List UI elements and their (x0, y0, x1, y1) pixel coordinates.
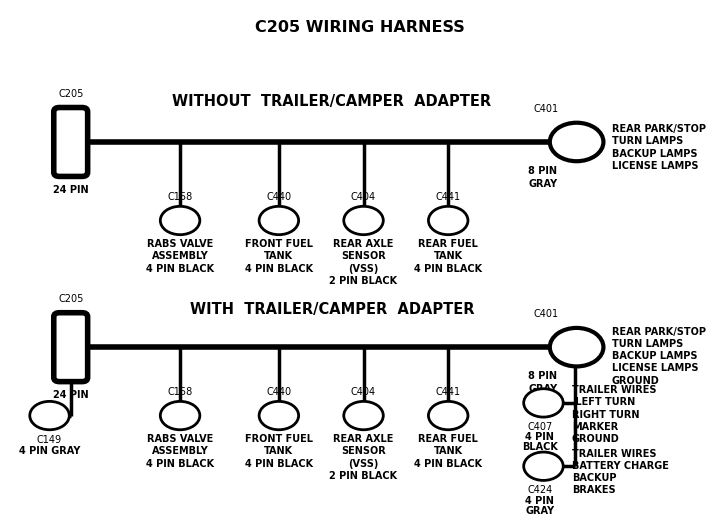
Text: C424: C424 (527, 485, 552, 495)
Circle shape (161, 401, 200, 430)
Text: BATTERY CHARGE: BATTERY CHARGE (572, 461, 669, 470)
Circle shape (259, 401, 299, 430)
Text: FRONT FUEL
TANK
4 PIN BLACK: FRONT FUEL TANK 4 PIN BLACK (245, 434, 313, 468)
Text: TRAILER WIRES: TRAILER WIRES (572, 385, 656, 395)
Text: TURN LAMPS: TURN LAMPS (612, 136, 683, 146)
Text: BACKUP LAMPS: BACKUP LAMPS (612, 148, 698, 159)
Text: C404: C404 (351, 387, 376, 398)
Text: C407: C407 (527, 422, 552, 432)
Circle shape (523, 452, 563, 480)
Text: REAR PARK/STOP: REAR PARK/STOP (612, 327, 706, 337)
Circle shape (343, 206, 383, 235)
Text: 4 PIN: 4 PIN (526, 496, 554, 506)
Circle shape (428, 401, 468, 430)
Circle shape (550, 328, 603, 367)
Circle shape (523, 389, 563, 417)
Text: WITH  TRAILER/CAMPER  ADAPTER: WITH TRAILER/CAMPER ADAPTER (189, 301, 474, 317)
Text: 8 PIN: 8 PIN (528, 166, 557, 176)
Text: TRAILER WIRES: TRAILER WIRES (572, 449, 656, 459)
Text: 4 PIN GRAY: 4 PIN GRAY (19, 446, 80, 456)
Text: C205: C205 (58, 294, 84, 304)
Circle shape (161, 206, 200, 235)
Text: C205: C205 (58, 89, 84, 99)
Circle shape (550, 123, 603, 161)
Text: FRONT FUEL
TANK
4 PIN BLACK: FRONT FUEL TANK 4 PIN BLACK (245, 239, 313, 273)
Circle shape (428, 206, 468, 235)
Text: RIGHT TURN: RIGHT TURN (572, 409, 639, 420)
Circle shape (343, 401, 383, 430)
Text: GRAY: GRAY (526, 506, 554, 516)
Circle shape (30, 401, 69, 430)
Text: REAR FUEL
TANK
4 PIN BLACK: REAR FUEL TANK 4 PIN BLACK (414, 239, 482, 273)
Text: REAR PARK/STOP: REAR PARK/STOP (612, 124, 706, 134)
Text: C149: C149 (37, 435, 62, 445)
Text: 4 PIN: 4 PIN (526, 432, 554, 442)
Text: REAR AXLE
SENSOR
(VSS)
2 PIN BLACK: REAR AXLE SENSOR (VSS) 2 PIN BLACK (330, 434, 397, 481)
Text: WITHOUT  TRAILER/CAMPER  ADAPTER: WITHOUT TRAILER/CAMPER ADAPTER (172, 94, 491, 109)
Text: C441: C441 (436, 192, 461, 202)
Text: C401: C401 (534, 103, 559, 114)
Text: 24 PIN: 24 PIN (53, 390, 89, 400)
Text: C158: C158 (168, 387, 193, 398)
Text: C440: C440 (266, 192, 292, 202)
Text: C401: C401 (534, 309, 559, 319)
Text: MARKER: MARKER (572, 422, 618, 432)
Text: 24 PIN: 24 PIN (53, 185, 89, 195)
Text: C404: C404 (351, 192, 376, 202)
Text: TURN LAMPS: TURN LAMPS (612, 339, 683, 349)
Circle shape (259, 206, 299, 235)
Text: GRAY: GRAY (528, 179, 557, 189)
Text: GRAY: GRAY (528, 384, 557, 394)
Text: RABS VALVE
ASSEMBLY
4 PIN BLACK: RABS VALVE ASSEMBLY 4 PIN BLACK (146, 239, 214, 273)
Text: LICENSE LAMPS: LICENSE LAMPS (612, 363, 698, 373)
Text: LEFT TURN: LEFT TURN (572, 398, 635, 407)
Text: BLACK: BLACK (522, 443, 558, 452)
Text: C440: C440 (266, 387, 292, 398)
Text: RABS VALVE
ASSEMBLY
4 PIN BLACK: RABS VALVE ASSEMBLY 4 PIN BLACK (146, 434, 214, 468)
FancyBboxPatch shape (54, 108, 88, 176)
Text: GROUND: GROUND (572, 434, 619, 444)
Text: GROUND: GROUND (612, 376, 660, 386)
Text: C158: C158 (168, 192, 193, 202)
Text: C441: C441 (436, 387, 461, 398)
Text: LICENSE LAMPS: LICENSE LAMPS (612, 161, 698, 171)
Text: BACKUP: BACKUP (572, 473, 616, 483)
Text: 8 PIN: 8 PIN (528, 372, 557, 382)
Text: REAR FUEL
TANK
4 PIN BLACK: REAR FUEL TANK 4 PIN BLACK (414, 434, 482, 468)
FancyBboxPatch shape (54, 313, 88, 382)
Text: REAR AXLE
SENSOR
(VSS)
2 PIN BLACK: REAR AXLE SENSOR (VSS) 2 PIN BLACK (330, 239, 397, 286)
Text: BACKUP LAMPS: BACKUP LAMPS (612, 351, 698, 361)
Text: C205 WIRING HARNESS: C205 WIRING HARNESS (255, 21, 465, 36)
Text: BRAKES: BRAKES (572, 485, 616, 495)
